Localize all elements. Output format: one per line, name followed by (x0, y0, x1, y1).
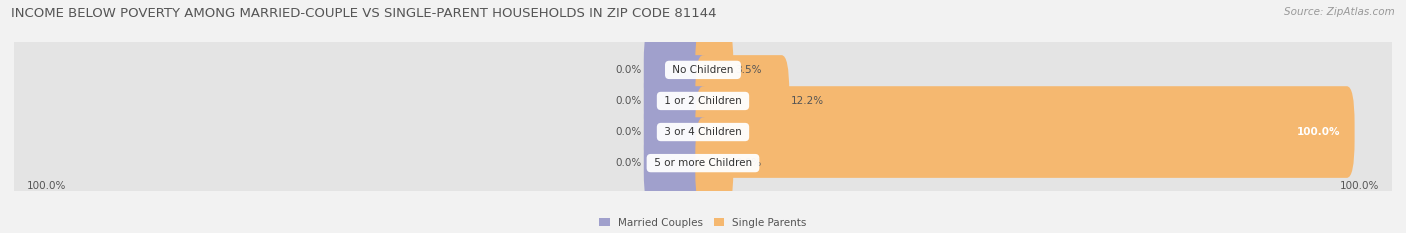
Legend: Married Couples, Single Parents: Married Couples, Single Parents (599, 218, 807, 228)
Text: 0.0%: 0.0% (616, 158, 641, 168)
Text: 12.2%: 12.2% (792, 96, 824, 106)
Text: 100.0%: 100.0% (1340, 182, 1379, 191)
Text: 0.0%: 0.0% (616, 127, 641, 137)
Text: 100.0%: 100.0% (27, 182, 66, 191)
Text: 1 or 2 Children: 1 or 2 Children (661, 96, 745, 106)
FancyBboxPatch shape (644, 55, 710, 147)
Text: INCOME BELOW POVERTY AMONG MARRIED-COUPLE VS SINGLE-PARENT HOUSEHOLDS IN ZIP COD: INCOME BELOW POVERTY AMONG MARRIED-COUPL… (11, 7, 717, 20)
FancyBboxPatch shape (14, 0, 1392, 159)
FancyBboxPatch shape (696, 117, 734, 209)
FancyBboxPatch shape (14, 74, 1392, 233)
FancyBboxPatch shape (644, 117, 710, 209)
Text: 3 or 4 Children: 3 or 4 Children (661, 127, 745, 137)
FancyBboxPatch shape (644, 24, 710, 116)
Text: 100.0%: 100.0% (1296, 127, 1340, 137)
Text: 0.0%: 0.0% (735, 158, 762, 168)
FancyBboxPatch shape (696, 86, 1354, 178)
FancyBboxPatch shape (696, 24, 734, 116)
Text: 5 or more Children: 5 or more Children (651, 158, 755, 168)
Text: Source: ZipAtlas.com: Source: ZipAtlas.com (1284, 7, 1395, 17)
FancyBboxPatch shape (696, 55, 789, 147)
FancyBboxPatch shape (644, 86, 710, 178)
Text: 3.5%: 3.5% (735, 65, 762, 75)
FancyBboxPatch shape (14, 43, 1392, 222)
Text: 0.0%: 0.0% (616, 65, 641, 75)
FancyBboxPatch shape (14, 11, 1392, 190)
Text: 0.0%: 0.0% (616, 96, 641, 106)
Text: No Children: No Children (669, 65, 737, 75)
